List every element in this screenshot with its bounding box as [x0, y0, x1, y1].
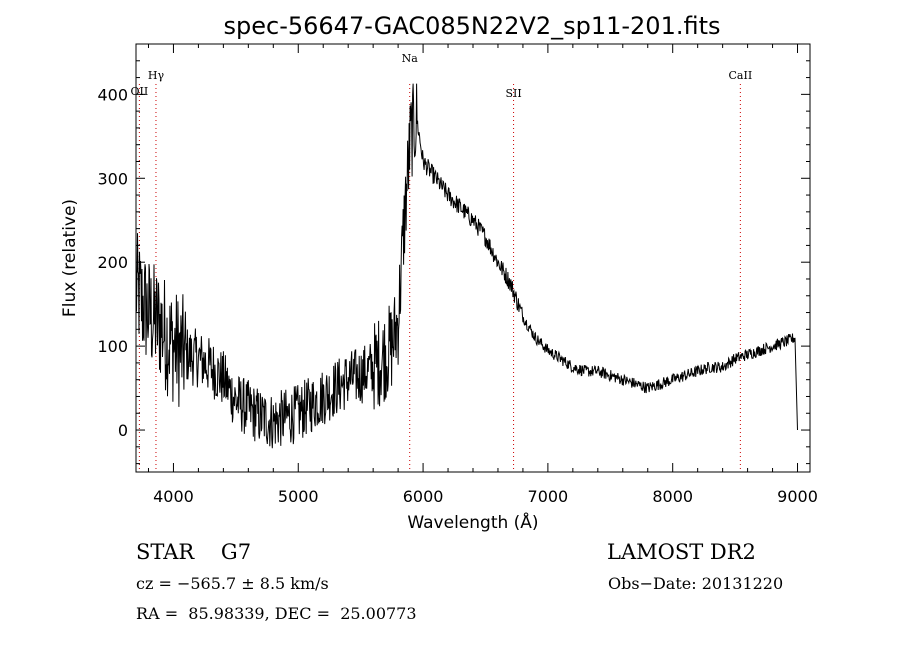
line-marker-label: SII [505, 87, 521, 100]
line-marker-label: CaII [729, 69, 753, 82]
object-classification: STAR G7 [136, 540, 252, 564]
x-tick-label: 5000 [278, 487, 319, 506]
x-tick-label: 7000 [528, 487, 569, 506]
x-tick-label: 8000 [652, 487, 693, 506]
y-tick-label: 0 [118, 421, 128, 440]
observation-date: Obs−Date: 20131220 [608, 574, 784, 593]
y-tick-label: 400 [97, 85, 128, 104]
sky-coordinates: RA = 85.98339, DEC = 25.00773 [136, 604, 417, 623]
survey-name: LAMOST DR2 [607, 540, 756, 564]
x-tick-label: 9000 [777, 487, 818, 506]
line-marker-label: Hγ [148, 69, 165, 82]
line-marker-label: Na [402, 52, 419, 65]
x-tick-label: 6000 [403, 487, 444, 506]
x-tick-label: 4000 [153, 487, 194, 506]
line-marker-label: OII [131, 85, 149, 98]
chart-title: spec-56647-GAC085N22V2_sp11-201.fits [224, 12, 721, 40]
y-tick-label: 300 [97, 169, 128, 188]
axis-ticks: 4000 5000 6000 7000 8000 9000 0 100 200 300 400 [97, 43, 818, 506]
x-axis-label: Wavelength (Å) [407, 511, 538, 533]
spectrum-line [135, 83, 798, 449]
y-tick-label: 200 [97, 253, 128, 272]
y-tick-label: 100 [97, 337, 128, 356]
y-axis-label: Flux (relative) [60, 199, 80, 317]
redshift-velocity: cz = −565.7 ± 8.5 km/s [136, 574, 329, 593]
line-markers: OII Hγ Na SII CaII [131, 52, 753, 472]
